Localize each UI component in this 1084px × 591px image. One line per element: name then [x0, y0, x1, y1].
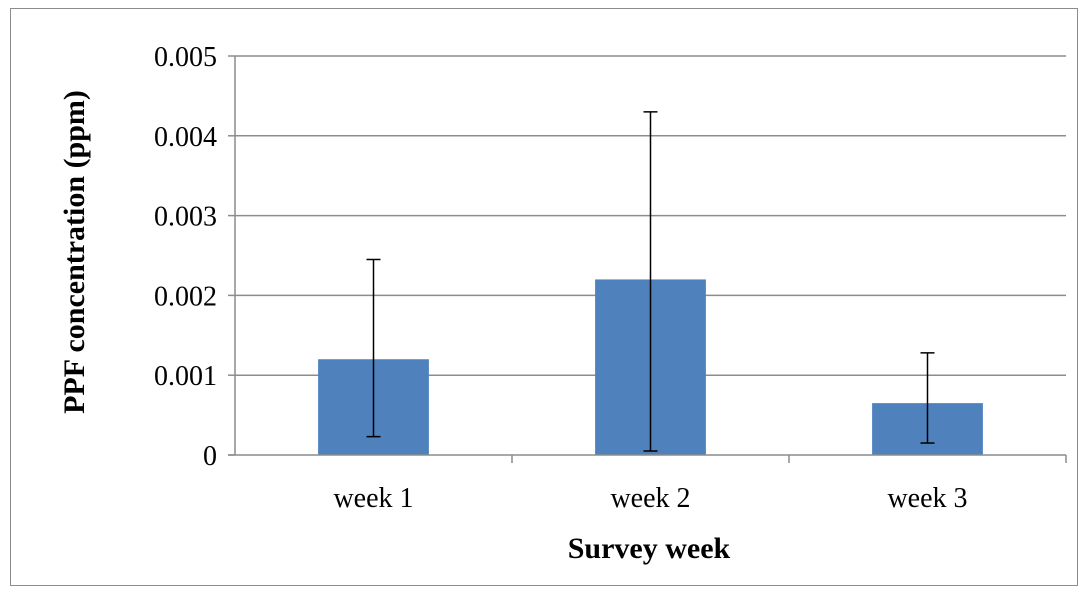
- error-bars: [366, 111, 935, 452]
- x-axis-title: Survey week: [568, 532, 731, 565]
- x-tick-label: week 2: [610, 483, 690, 514]
- x-tick-labels: week 1 week 2 week 3: [333, 483, 967, 514]
- chart-frame: [10, 8, 1078, 586]
- y-tick-label: 0.003: [154, 202, 217, 233]
- x-tick-label: week 1: [333, 483, 413, 514]
- y-tick-labels: 0 0.001 0.002 0.003 0.004 0.005: [154, 42, 217, 472]
- y-tick-label: 0.004: [154, 122, 217, 153]
- axes: [228, 55, 1067, 463]
- y-tick-label: 0.002: [154, 281, 217, 312]
- y-tick-label: 0.005: [154, 42, 217, 73]
- y-tick-label: 0.001: [154, 361, 217, 392]
- y-tick-label: 0: [203, 441, 217, 472]
- x-tick-label: week 3: [887, 483, 967, 514]
- y-axis-title: PPF concentration (ppm): [58, 90, 91, 414]
